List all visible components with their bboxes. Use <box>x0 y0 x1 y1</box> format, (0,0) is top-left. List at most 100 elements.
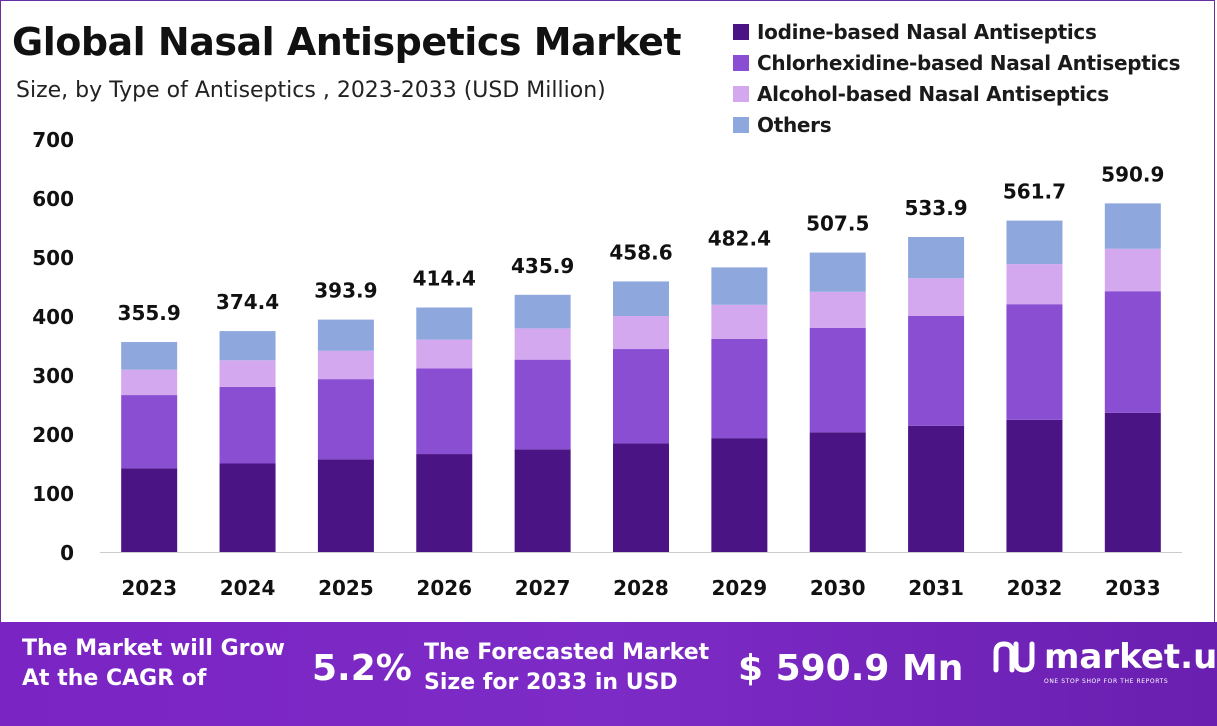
bar-segment-iodine <box>416 454 473 552</box>
brand-name: market.us <box>1044 637 1217 677</box>
y-tick-label: 0 <box>60 541 74 565</box>
bar-segment-others <box>121 342 178 370</box>
bar-segment-others <box>711 267 768 305</box>
bar-total-label: 533.9 <box>904 196 967 220</box>
bar-total-label: 507.5 <box>806 212 869 236</box>
legend-item-chlorhexidine: Chlorhexidine-based Nasal Antiseptics <box>733 47 1213 78</box>
legend-swatch-chlorhexidine <box>733 54 749 71</box>
bar-segment-alcohol <box>1006 264 1063 305</box>
legend-swatch-iodine <box>733 23 749 40</box>
bar-segment-alcohol <box>416 339 473 369</box>
bar-segment-iodine <box>514 449 571 552</box>
bar-segment-iodine <box>1006 419 1063 552</box>
x-tick-label: 2028 <box>613 576 669 600</box>
x-tick-label: 2029 <box>712 576 768 600</box>
bar-segment-chlorhexidine <box>613 349 669 444</box>
x-tick-label: 2026 <box>416 576 472 600</box>
bar-segment-iodine <box>317 459 374 552</box>
x-tick-label: 2031 <box>908 576 964 600</box>
legend-swatch-alcohol <box>733 85 749 102</box>
bar-segment-alcohol <box>809 291 866 328</box>
bar-segment-others <box>809 252 866 292</box>
legend: Iodine-based Nasal Antiseptics Chlorhexi… <box>733 16 1213 140</box>
bar-total-label: 374.4 <box>216 290 279 314</box>
forecast-label: The Forecasted Market Size for 2033 in U… <box>424 638 709 698</box>
bar-segment-chlorhexidine <box>809 327 866 433</box>
forecast-label-line1: The Forecasted Market <box>424 640 710 665</box>
bar-segment-chlorhexidine <box>317 379 374 460</box>
y-tick-label: 500 <box>32 246 74 270</box>
bar-segment-chlorhexidine <box>121 395 178 469</box>
bar-segment-alcohol <box>1104 248 1161 292</box>
x-tick-label: 2033 <box>1105 576 1161 600</box>
bar-segment-iodine <box>613 443 669 552</box>
bar-segment-iodine <box>711 438 768 552</box>
x-tick-label: 2027 <box>515 576 571 600</box>
bar-total-label: 393.9 <box>314 279 377 303</box>
forecast-label-line2: Size for 2033 in USD <box>424 670 678 695</box>
bar-segment-iodine <box>219 463 276 552</box>
footer-banner: The Market will Grow At the CAGR of 5.2%… <box>0 622 1217 726</box>
bar-segment-alcohol <box>711 304 768 340</box>
bar-segment-others <box>416 307 473 340</box>
cagr-label-line2: At the CAGR of <box>22 666 207 691</box>
legend-item-others: Others <box>733 109 1213 140</box>
bar-total-label: 590.9 <box>1101 162 1164 186</box>
bar-segment-iodine <box>121 468 178 552</box>
legend-label-alcohol: Alcohol-based Nasal Antiseptics <box>757 81 1109 106</box>
bar-segment-chlorhexidine <box>908 316 965 426</box>
bar-total-label: 414.4 <box>413 267 476 291</box>
brand-tagline: ONE STOP SHOP FOR THE REPORTS <box>1044 678 1169 685</box>
y-tick-label: 300 <box>32 364 74 388</box>
bar-segment-others <box>613 281 669 316</box>
bar-segment-alcohol <box>317 350 374 380</box>
bar-segment-chlorhexidine <box>711 339 768 439</box>
bar-total-label: 355.9 <box>118 301 181 325</box>
cagr-value: 5.2% <box>312 648 412 689</box>
bar-segment-others <box>514 294 571 329</box>
bar-segment-others <box>219 331 276 361</box>
y-tick-label: 200 <box>32 423 74 447</box>
chart-subtitle: Size, by Type of Antiseptics , 2023-2033… <box>16 78 606 103</box>
bar-segment-alcohol <box>219 360 276 387</box>
chart-title: Global Nasal Antispetics Market <box>12 20 682 64</box>
bar-segment-others <box>908 236 965 279</box>
forecast-value: $ 590.9 Mn <box>738 648 964 689</box>
y-tick-label: 600 <box>32 187 74 211</box>
brand-logo: market.us ONE STOP SHOP FOR THE REPORTS <box>992 637 1217 685</box>
bar-segment-others <box>317 319 374 351</box>
bar-segment-iodine <box>1104 412 1161 552</box>
x-tick-label: 2032 <box>1007 576 1063 600</box>
market-us-logo-icon <box>993 641 1035 673</box>
cagr-label-line1: The Market will Grow <box>22 636 285 661</box>
y-tick-label: 700 <box>32 128 74 152</box>
legend-item-alcohol: Alcohol-based Nasal Antiseptics <box>733 78 1213 109</box>
x-tick-label: 2023 <box>121 576 177 600</box>
bar-segment-chlorhexidine <box>1006 304 1063 420</box>
legend-label-iodine: Iodine-based Nasal Antiseptics <box>757 19 1097 44</box>
bar-segment-chlorhexidine <box>514 359 571 450</box>
bar-segment-alcohol <box>613 316 669 350</box>
x-tick-label: 2025 <box>318 576 374 600</box>
bar-segment-iodine <box>908 425 965 552</box>
y-tick-label: 100 <box>32 482 74 506</box>
bar-segment-alcohol <box>121 369 178 396</box>
bar-segment-chlorhexidine <box>1104 291 1161 413</box>
legend-label-chlorhexidine: Chlorhexidine-based Nasal Antiseptics <box>757 50 1181 75</box>
bar-segment-iodine <box>809 432 866 552</box>
bar-segment-others <box>1104 203 1161 249</box>
x-tick-label: 2024 <box>220 576 276 600</box>
bar-segment-alcohol <box>514 328 571 360</box>
bar-segment-chlorhexidine <box>219 386 276 464</box>
legend-label-others: Others <box>757 112 832 137</box>
bar-total-label: 561.7 <box>1003 180 1066 204</box>
bar-segment-alcohol <box>908 278 965 316</box>
legend-item-iodine: Iodine-based Nasal Antiseptics <box>733 16 1213 47</box>
bar-total-label: 435.9 <box>511 254 574 278</box>
cagr-label: The Market will Grow At the CAGR of <box>22 634 285 694</box>
bar-total-label: 482.4 <box>708 226 771 250</box>
bar-segment-others <box>1006 220 1063 265</box>
stacked-bar-chart: 0 100 200 300 400 500 600 700 355.9 2023 374.4 2024… <box>32 128 1182 600</box>
bar-segment-chlorhexidine <box>416 368 473 455</box>
x-tick-label: 2030 <box>810 576 866 600</box>
